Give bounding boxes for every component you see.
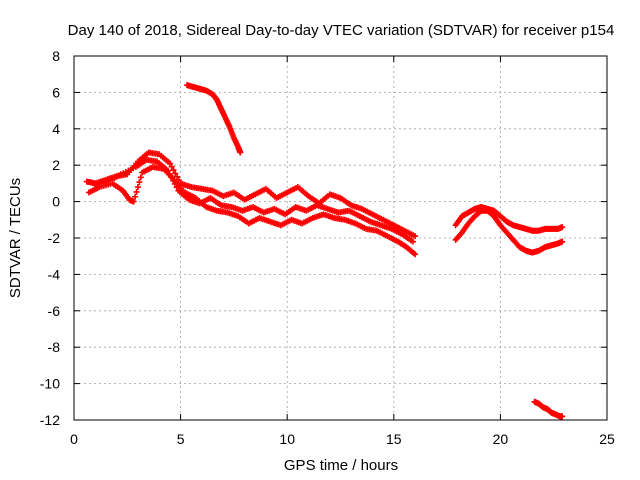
y-tick-label: -6 xyxy=(48,303,61,319)
data-point xyxy=(133,188,140,195)
data-point xyxy=(559,238,566,245)
y-tick-label: 2 xyxy=(52,157,60,173)
y-tick-labels: -12 -10 -8 -6 -4 -2 0 2 4 6 8 xyxy=(40,48,60,428)
y-tick-label: -10 xyxy=(40,376,60,392)
data-point xyxy=(412,251,419,258)
data-point xyxy=(171,181,178,188)
data-point xyxy=(559,224,566,231)
y-tick-label: -2 xyxy=(48,230,61,246)
data-marks xyxy=(83,82,566,420)
series-track-early-high xyxy=(183,82,244,156)
y-tick-label: -8 xyxy=(48,339,61,355)
data-point xyxy=(174,173,181,180)
y-axis-label: SDTVAR / TECUs xyxy=(7,178,24,298)
series-track-evening-upper xyxy=(452,204,566,234)
data-point xyxy=(168,163,175,170)
chart-title: Day 140 of 2018, Sidereal Day-to-day VTE… xyxy=(68,22,615,39)
data-point xyxy=(137,174,144,181)
data-point xyxy=(173,184,180,191)
x-axis-label: GPS time / hours xyxy=(284,457,398,474)
data-point xyxy=(136,179,143,186)
x-tick-label: 10 xyxy=(279,431,295,447)
data-point xyxy=(170,167,177,174)
x-tick-label: 15 xyxy=(386,431,402,447)
data-point xyxy=(164,167,171,174)
series-track-main-middle xyxy=(92,156,416,245)
y-tick-label: 6 xyxy=(52,84,60,100)
x-tick-label: 0 xyxy=(70,431,78,447)
y-tick-label: 0 xyxy=(52,194,60,210)
data-point xyxy=(412,233,419,240)
x-tick-label: 25 xyxy=(599,431,615,447)
series-track-main-lower xyxy=(85,164,419,258)
data-point xyxy=(559,413,566,420)
data-point xyxy=(166,160,173,167)
series-track-main-upper xyxy=(83,149,419,240)
data-point xyxy=(172,170,179,177)
data-point xyxy=(409,238,416,245)
data-point xyxy=(170,177,177,184)
x-tick-labels: 0 5 10 15 20 25 xyxy=(70,431,615,447)
y-tick-label: 4 xyxy=(52,121,60,137)
data-point xyxy=(130,198,137,205)
data-point xyxy=(168,174,175,181)
y-tick-label: 8 xyxy=(52,48,60,64)
data-point xyxy=(237,149,244,156)
x-tick-label: 5 xyxy=(177,431,185,447)
x-tick-label: 20 xyxy=(493,431,509,447)
data-point xyxy=(134,184,141,191)
data-point xyxy=(166,170,173,177)
series-track-late-low xyxy=(531,398,566,420)
series-track-evening-lower xyxy=(452,207,566,256)
y-tick-label: -12 xyxy=(40,412,60,428)
plot-frame xyxy=(73,55,608,421)
y-tick-label: -4 xyxy=(48,266,61,282)
data-point xyxy=(132,193,139,200)
grid-layer xyxy=(74,56,607,420)
